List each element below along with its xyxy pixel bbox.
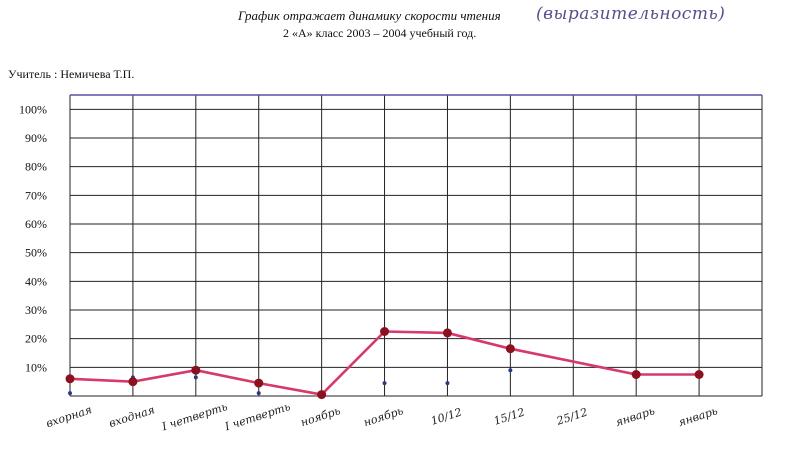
x-tick-label: 10/12 <box>429 406 463 428</box>
chart-grid <box>69 94 763 397</box>
teacher-label: Учитель : Немичева Т.П. <box>8 67 135 81</box>
series-layer <box>65 327 704 400</box>
data-point <box>442 328 452 338</box>
data-point <box>631 370 641 379</box>
data-point <box>694 370 704 379</box>
x-tick-label: I четверть <box>222 400 292 434</box>
secondary-point <box>193 375 198 380</box>
y-tick-label: 100% <box>19 102 47 116</box>
secondary-point <box>382 381 387 386</box>
y-tick-label: 60% <box>25 217 47 231</box>
x-tick-label: 25/12 <box>554 406 589 428</box>
y-tick-label: 10% <box>25 360 47 374</box>
secondary-point <box>445 381 450 386</box>
x-tick-label: январь <box>614 404 657 429</box>
chart-title-handwritten: (выразительность) <box>536 4 726 24</box>
data-point <box>317 390 327 400</box>
secondary-point <box>68 391 72 396</box>
secondary-point <box>508 368 513 373</box>
data-point <box>128 377 138 387</box>
y-tick-label: 80% <box>25 160 47 174</box>
y-tick-label: 50% <box>25 246 47 260</box>
x-tick-label: входная <box>107 403 156 430</box>
y-tick-label: 20% <box>25 332 47 346</box>
series-line <box>68 330 701 396</box>
data-point <box>65 374 75 384</box>
x-tick-label: ноябрь <box>362 404 405 429</box>
secondary-point <box>256 391 261 396</box>
y-tick-label: 90% <box>25 131 47 145</box>
x-tick-label: январь <box>677 404 720 429</box>
x-tick-label: вхорная <box>44 403 93 430</box>
data-point <box>505 344 515 354</box>
data-point <box>380 327 390 336</box>
data-point <box>191 365 201 375</box>
x-tick-label: ноябрь <box>299 404 342 429</box>
x-tick-label: 15/12 <box>492 406 526 428</box>
x-tick-label: I четверть <box>159 400 229 434</box>
y-axis-ticks: 10% 20% 30% 40% 50% 60% 70% 80% 90% 100% <box>19 102 47 374</box>
y-tick-label: 40% <box>25 274 47 288</box>
chart-subtitle: 2 «А» класс 2003 – 2004 учебный год. <box>283 26 477 40</box>
y-tick-label: 70% <box>25 188 47 202</box>
y-tick-label: 30% <box>25 303 47 317</box>
data-point <box>254 378 264 388</box>
chart-title: График отражает динамику скорости чтения <box>238 8 501 23</box>
